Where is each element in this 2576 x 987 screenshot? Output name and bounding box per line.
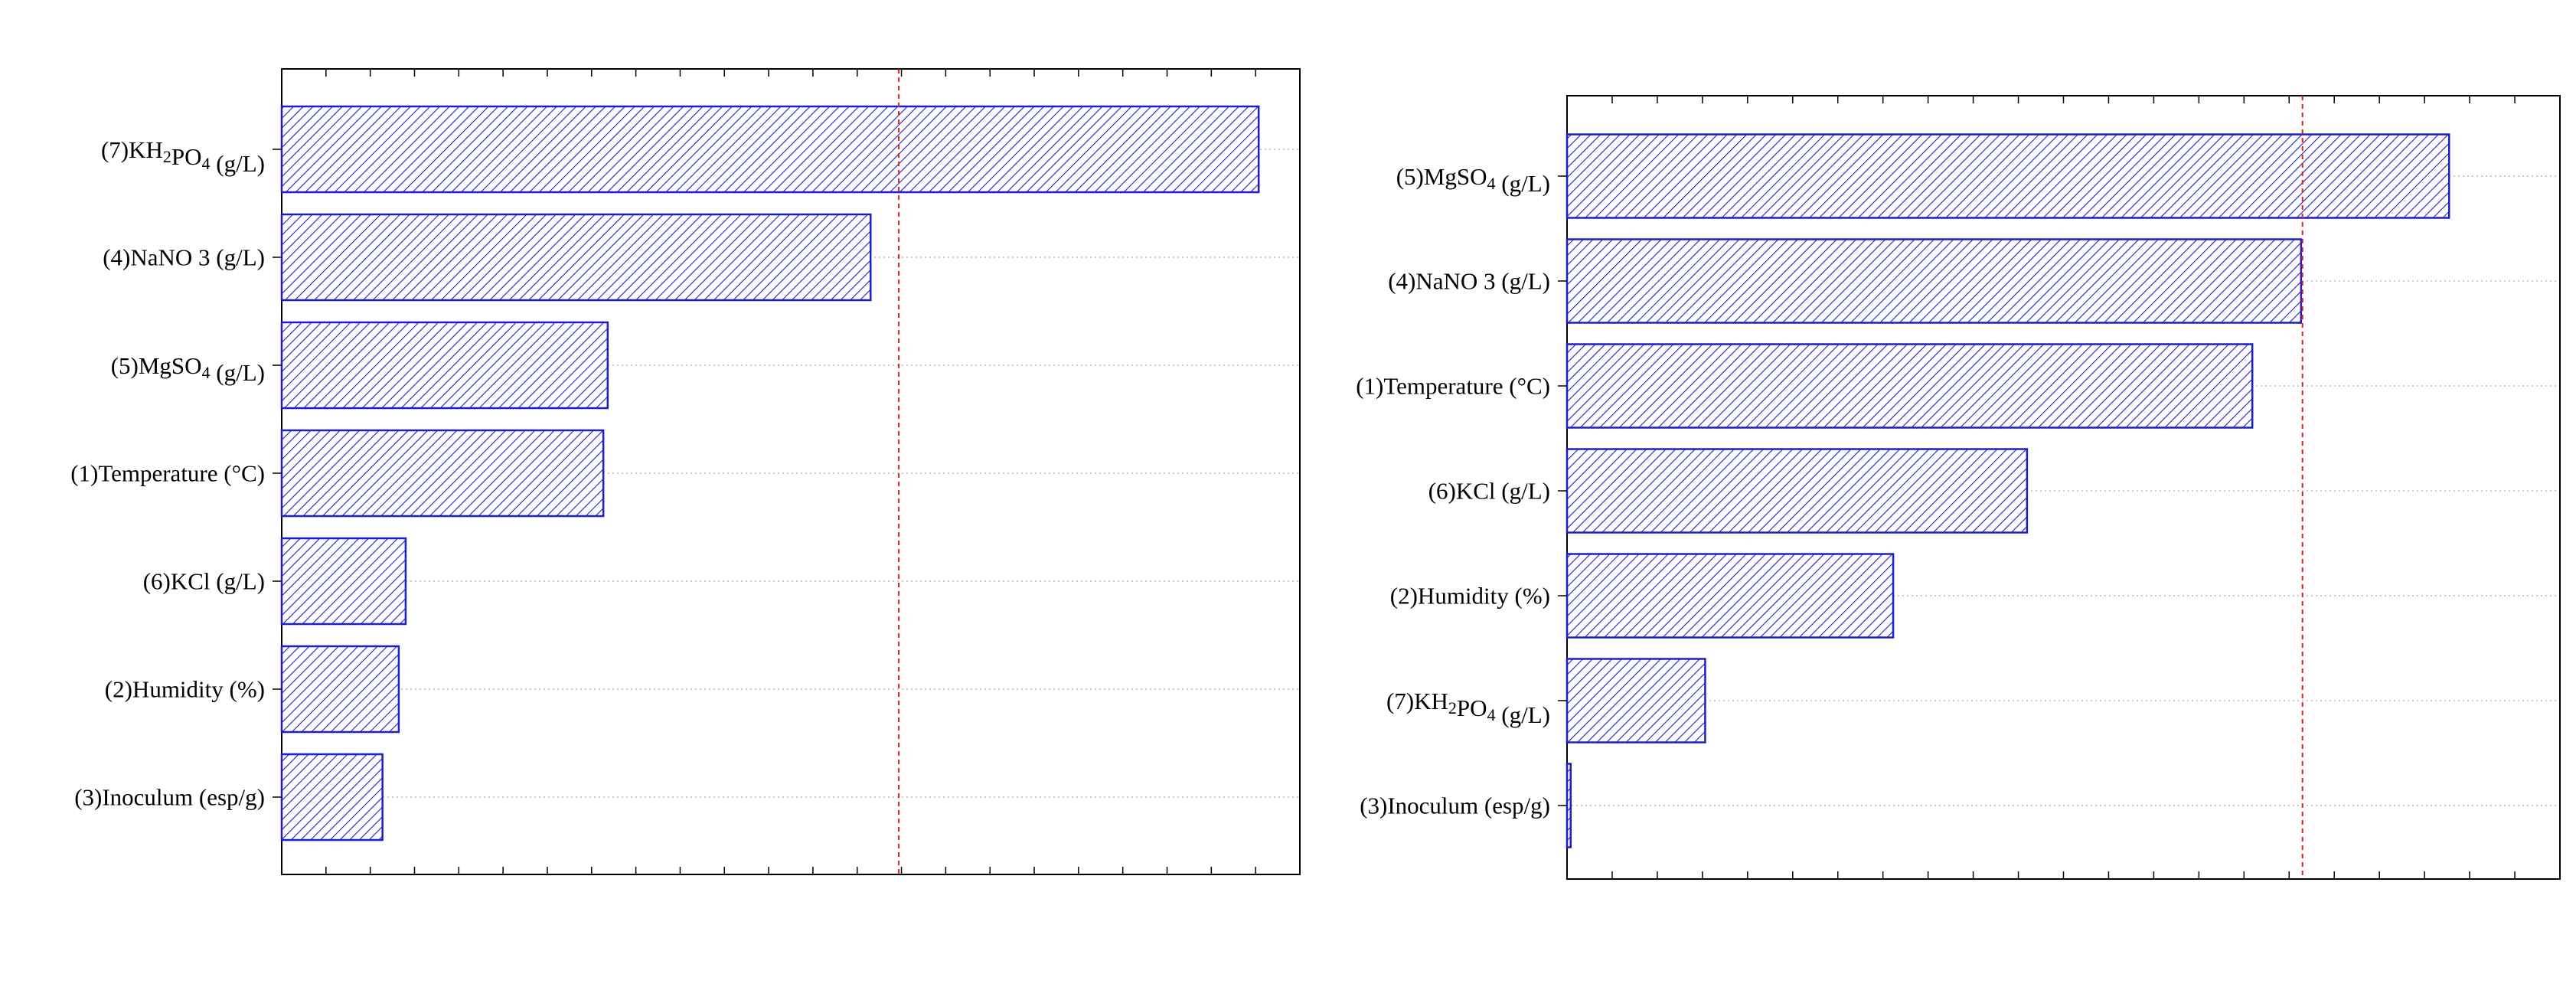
category-label: (5)MgSO4 (g/L) xyxy=(1396,163,1550,197)
bar xyxy=(280,321,609,410)
category-label: (4)NaNO 3 (g/L) xyxy=(1388,268,1550,295)
category-label: (2)Humidity (%) xyxy=(1390,583,1550,610)
bar xyxy=(1566,133,2450,219)
bar xyxy=(1566,553,1895,639)
category-label: (3)Inoculum (esp/g) xyxy=(1360,793,1550,819)
bar xyxy=(280,213,872,302)
category-label: (6)KCl (g/L) xyxy=(1428,478,1550,505)
category-label: (2)Humidity (%) xyxy=(105,676,265,703)
category-label: (1)Temperature (°C) xyxy=(70,460,265,487)
bar xyxy=(1566,448,2029,534)
category-label: (3)Inoculum (esp/g) xyxy=(74,784,265,811)
bar xyxy=(1566,658,1706,744)
category-label: (7)KH2PO4 (g/L) xyxy=(101,136,265,177)
bar xyxy=(280,429,605,518)
bar xyxy=(280,753,384,842)
bar xyxy=(280,537,407,626)
bar xyxy=(1566,763,1572,848)
chart-hydrolyzable-tannins: (5)MgSO4 (g/L) (4)NaNO 3 (g/L) (1)Temperat… xyxy=(1356,95,2561,880)
category-label: (6)KCl (g/L) xyxy=(143,568,265,595)
bar xyxy=(1566,238,2303,324)
category-label: (4)NaNO 3 (g/L) xyxy=(103,244,265,271)
category-label: (5)MgSO4 (g/L) xyxy=(111,352,265,386)
category-label: (7)KH2PO4 (g/L) xyxy=(1386,688,1550,728)
bar xyxy=(1566,343,2254,429)
bar xyxy=(280,105,1260,194)
bar xyxy=(280,645,400,734)
category-label: (1)Temperature (°C) xyxy=(1356,373,1550,400)
chart-condensed-tannins: (7)KH2PO4 (g/L) (4)NaNO 3 (g/L) (5)MgSO4 (… xyxy=(70,68,1301,875)
